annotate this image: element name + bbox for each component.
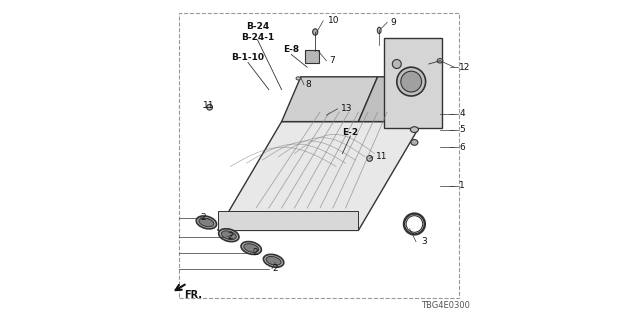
- Text: 4: 4: [460, 109, 465, 118]
- Text: 7: 7: [330, 56, 335, 65]
- Ellipse shape: [221, 231, 236, 240]
- Text: 10: 10: [328, 16, 339, 25]
- Ellipse shape: [367, 156, 372, 161]
- Text: 2: 2: [227, 232, 233, 241]
- Text: E-8: E-8: [283, 45, 300, 54]
- Polygon shape: [358, 77, 442, 122]
- Ellipse shape: [266, 256, 281, 265]
- Polygon shape: [384, 38, 442, 128]
- Ellipse shape: [241, 242, 261, 254]
- Ellipse shape: [196, 216, 216, 229]
- Ellipse shape: [296, 77, 301, 80]
- Polygon shape: [282, 77, 378, 122]
- Text: 11: 11: [204, 101, 214, 110]
- Ellipse shape: [410, 127, 419, 132]
- Ellipse shape: [397, 67, 426, 96]
- Ellipse shape: [244, 244, 259, 252]
- Text: TBG4E0300: TBG4E0300: [422, 301, 470, 310]
- Text: B-1-10: B-1-10: [232, 53, 264, 62]
- Text: E-2: E-2: [342, 128, 358, 137]
- Text: 2: 2: [200, 213, 205, 222]
- Text: 9: 9: [390, 18, 396, 27]
- Text: 12: 12: [460, 63, 470, 72]
- Ellipse shape: [411, 140, 418, 145]
- Text: 5: 5: [460, 125, 465, 134]
- Text: 1: 1: [460, 181, 465, 190]
- Ellipse shape: [207, 104, 212, 110]
- Text: 13: 13: [340, 104, 352, 113]
- Text: 6: 6: [460, 143, 465, 152]
- Text: 3: 3: [421, 237, 426, 246]
- Ellipse shape: [199, 218, 214, 227]
- Text: B-24
B-24-1: B-24 B-24-1: [241, 22, 274, 42]
- Ellipse shape: [312, 29, 317, 35]
- FancyBboxPatch shape: [305, 50, 319, 63]
- Text: 2: 2: [253, 248, 259, 257]
- Ellipse shape: [378, 27, 381, 34]
- Ellipse shape: [437, 59, 443, 63]
- Ellipse shape: [401, 71, 422, 92]
- Ellipse shape: [392, 60, 401, 68]
- Polygon shape: [218, 211, 358, 230]
- Text: 8: 8: [306, 80, 311, 89]
- Polygon shape: [218, 122, 422, 230]
- Text: 2: 2: [272, 264, 278, 273]
- Text: FR.: FR.: [184, 290, 202, 300]
- Ellipse shape: [264, 254, 284, 267]
- Ellipse shape: [219, 229, 239, 242]
- Text: 11: 11: [376, 152, 387, 161]
